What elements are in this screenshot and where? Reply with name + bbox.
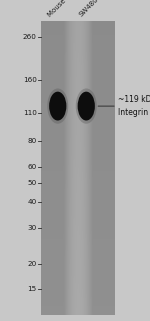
Ellipse shape	[49, 92, 66, 121]
Text: SW480: SW480	[78, 0, 99, 18]
Text: 50: 50	[27, 180, 37, 186]
Text: 30: 30	[27, 225, 37, 231]
Text: 260: 260	[23, 34, 37, 40]
Text: 40: 40	[27, 199, 37, 205]
Text: Integrin α6: Integrin α6	[118, 108, 150, 117]
Ellipse shape	[76, 89, 97, 124]
Text: 110: 110	[23, 110, 37, 116]
Ellipse shape	[47, 89, 68, 124]
Text: 80: 80	[27, 138, 37, 144]
Text: ~119 kDa: ~119 kDa	[118, 95, 150, 104]
Text: 20: 20	[27, 261, 37, 267]
Text: 60: 60	[27, 164, 37, 169]
Text: Mouse lung: Mouse lung	[47, 0, 80, 18]
Ellipse shape	[78, 92, 95, 121]
Text: 15: 15	[27, 286, 37, 292]
Text: 160: 160	[23, 77, 37, 83]
